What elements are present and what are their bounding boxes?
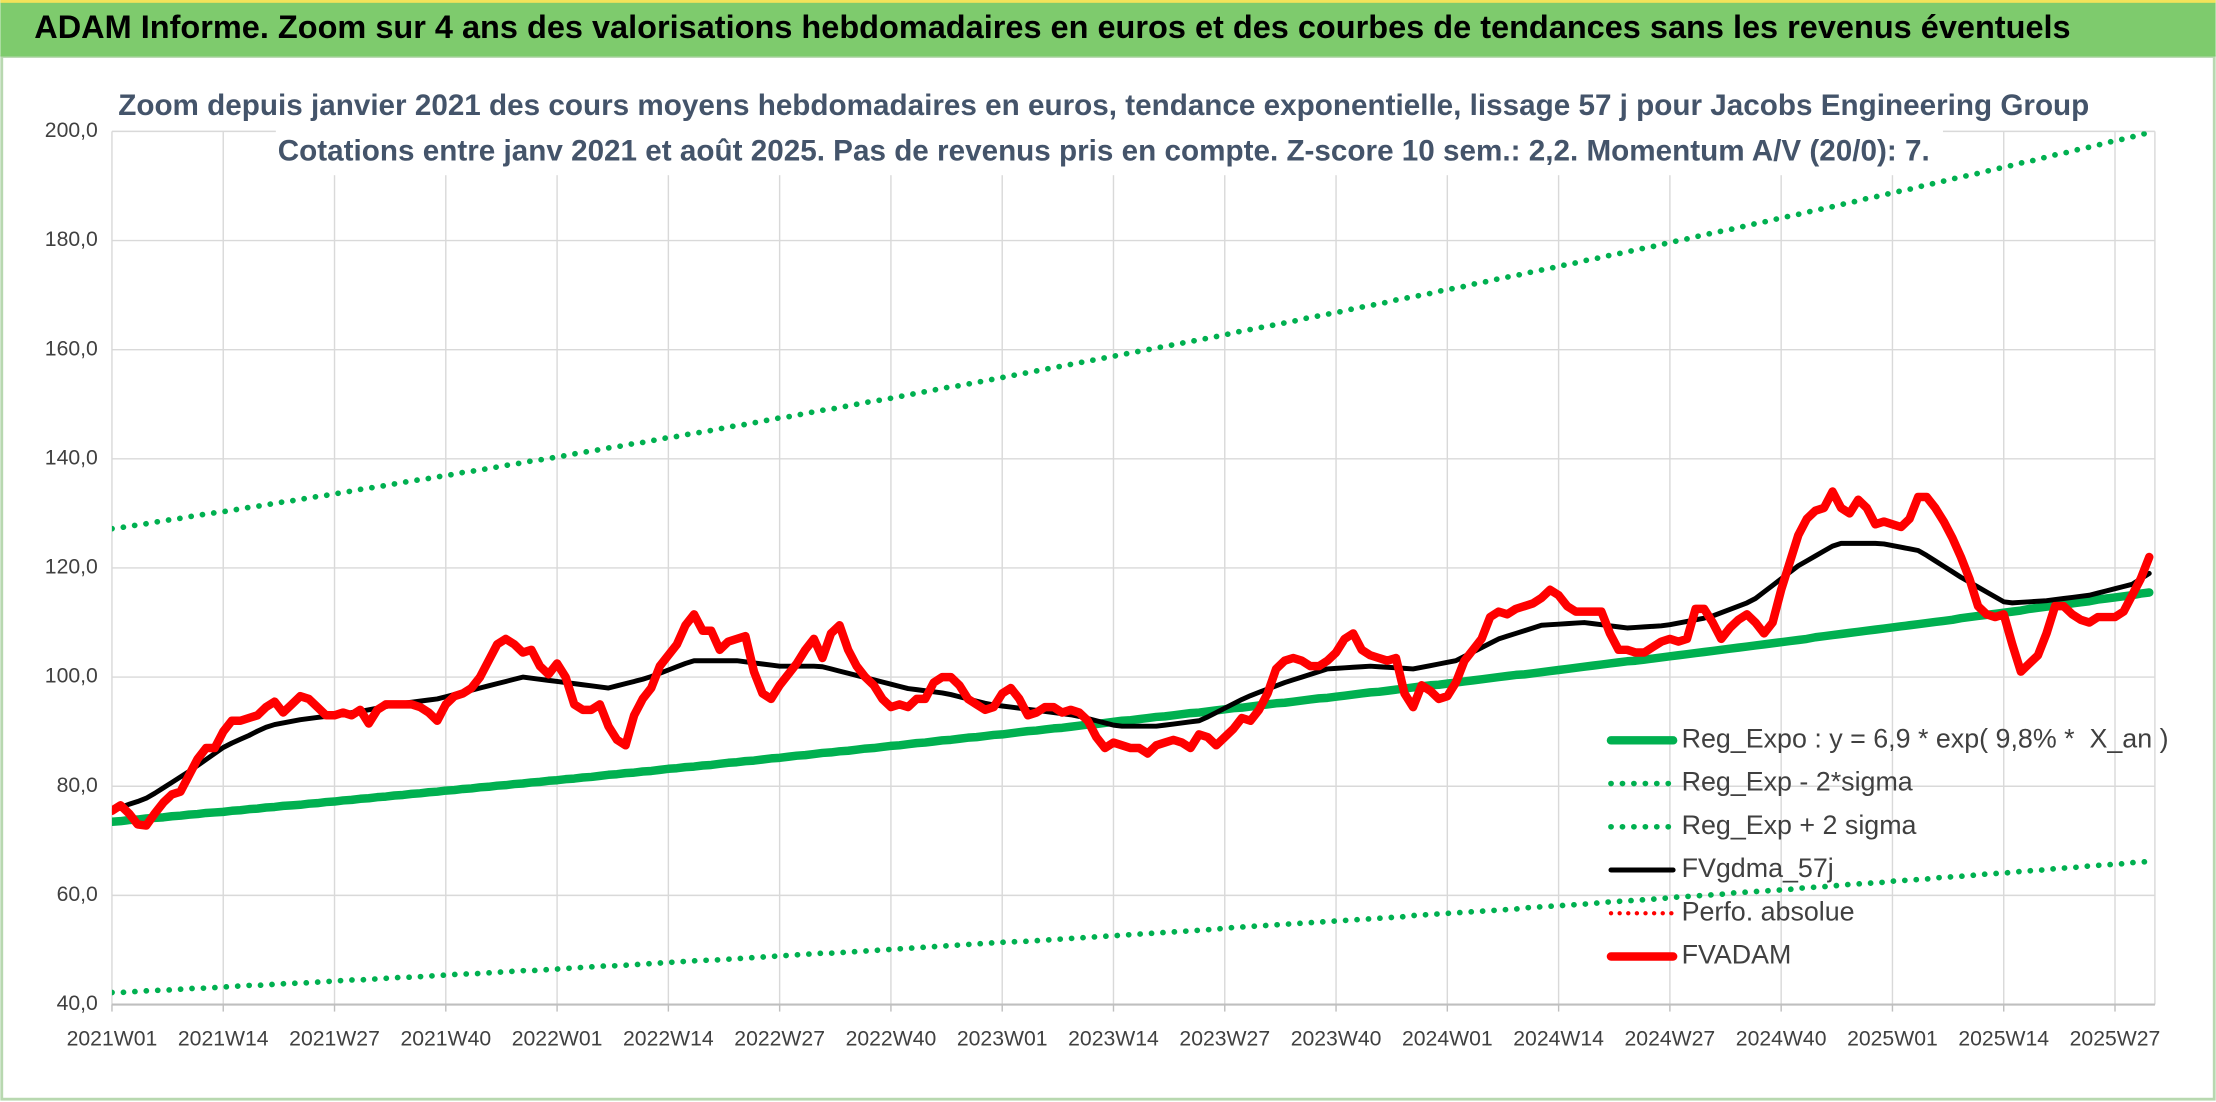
series-line <box>111 487 2154 830</box>
x-tick-label: 2022W01 <box>512 1027 603 1050</box>
subtitle: Cotations entre janv 2021 et août 2025. … <box>278 134 1930 167</box>
x-tick-label: 2021W01 <box>67 1027 158 1050</box>
x-tick-label: 2021W27 <box>289 1027 380 1050</box>
legend-label: Perfo. absolue <box>1682 896 1855 926</box>
x-tick-label: 2023W27 <box>1179 1027 1270 1050</box>
subtitle: Zoom depuis janvier 2021 des cours moyen… <box>118 89 2089 122</box>
legend-label: FVADAM <box>1682 940 1792 970</box>
legend-label: FVgdma_57j <box>1682 853 1834 883</box>
y-tick-label: 120,0 <box>45 556 98 579</box>
series-group <box>111 131 2154 996</box>
x-tick-label: 2023W14 <box>1068 1027 1159 1050</box>
y-tick-label: 140,0 <box>45 446 98 469</box>
x-tick-label: 2023W01 <box>957 1027 1048 1050</box>
series-line <box>111 131 2153 532</box>
x-tick-label: 2022W27 <box>734 1027 825 1050</box>
legend-label: Reg_Exp - 2*sigma <box>1682 767 1913 797</box>
legend: Reg_Expo : y = 6,9 * exp( 9,8% * X_an ) R… <box>1606 723 2169 970</box>
x-tick-label: 2022W40 <box>846 1027 937 1050</box>
series-line <box>111 588 2154 826</box>
x-tick-label: 2024W40 <box>1736 1027 1827 1050</box>
x-tick-label: 2024W14 <box>1513 1027 1604 1050</box>
y-tick-label: 160,0 <box>45 337 98 360</box>
x-tick-label: 2024W01 <box>1402 1027 1493 1050</box>
x-tick-label: 2025W14 <box>1958 1027 2049 1050</box>
y-tick-label: 80,0 <box>57 774 98 797</box>
y-tick-label: 40,0 <box>57 992 98 1015</box>
x-tick-label: 2021W14 <box>178 1027 269 1050</box>
y-tick-label: 100,0 <box>45 665 98 688</box>
x-tick-label: 2025W27 <box>2070 1027 2161 1050</box>
banner-accent <box>0 0 2216 3</box>
grid: 40,0 60,0 80,0 100,0 120,0 140,0 160,0 180,0 200… <box>45 119 2161 1050</box>
x-tick-label: 2023W40 <box>1291 1027 1382 1050</box>
series-line <box>111 858 2153 996</box>
chart-frame <box>0 55 2216 1101</box>
chart-title: ADAM Informe. Zoom sur 4 ans des valoris… <box>34 9 2070 45</box>
x-tick-label: 2024W27 <box>1625 1027 1716 1050</box>
y-tick-label: 180,0 <box>45 228 98 251</box>
legend-label: Reg_Exp + 2 sigma <box>1682 810 1917 840</box>
y-tick-label: 60,0 <box>57 883 98 906</box>
banner <box>0 0 2216 57</box>
y-tick-label: 200,0 <box>45 119 98 142</box>
x-tick-label: 2025W01 <box>1847 1027 1938 1050</box>
legend-label: Reg_Expo : y = 6,9 * exp( 9,8% * X_an ) <box>1682 723 2169 753</box>
x-tick-label: 2021W40 <box>400 1027 491 1050</box>
x-tick-label: 2022W14 <box>623 1027 714 1050</box>
subtitle-background <box>275 81 1943 176</box>
